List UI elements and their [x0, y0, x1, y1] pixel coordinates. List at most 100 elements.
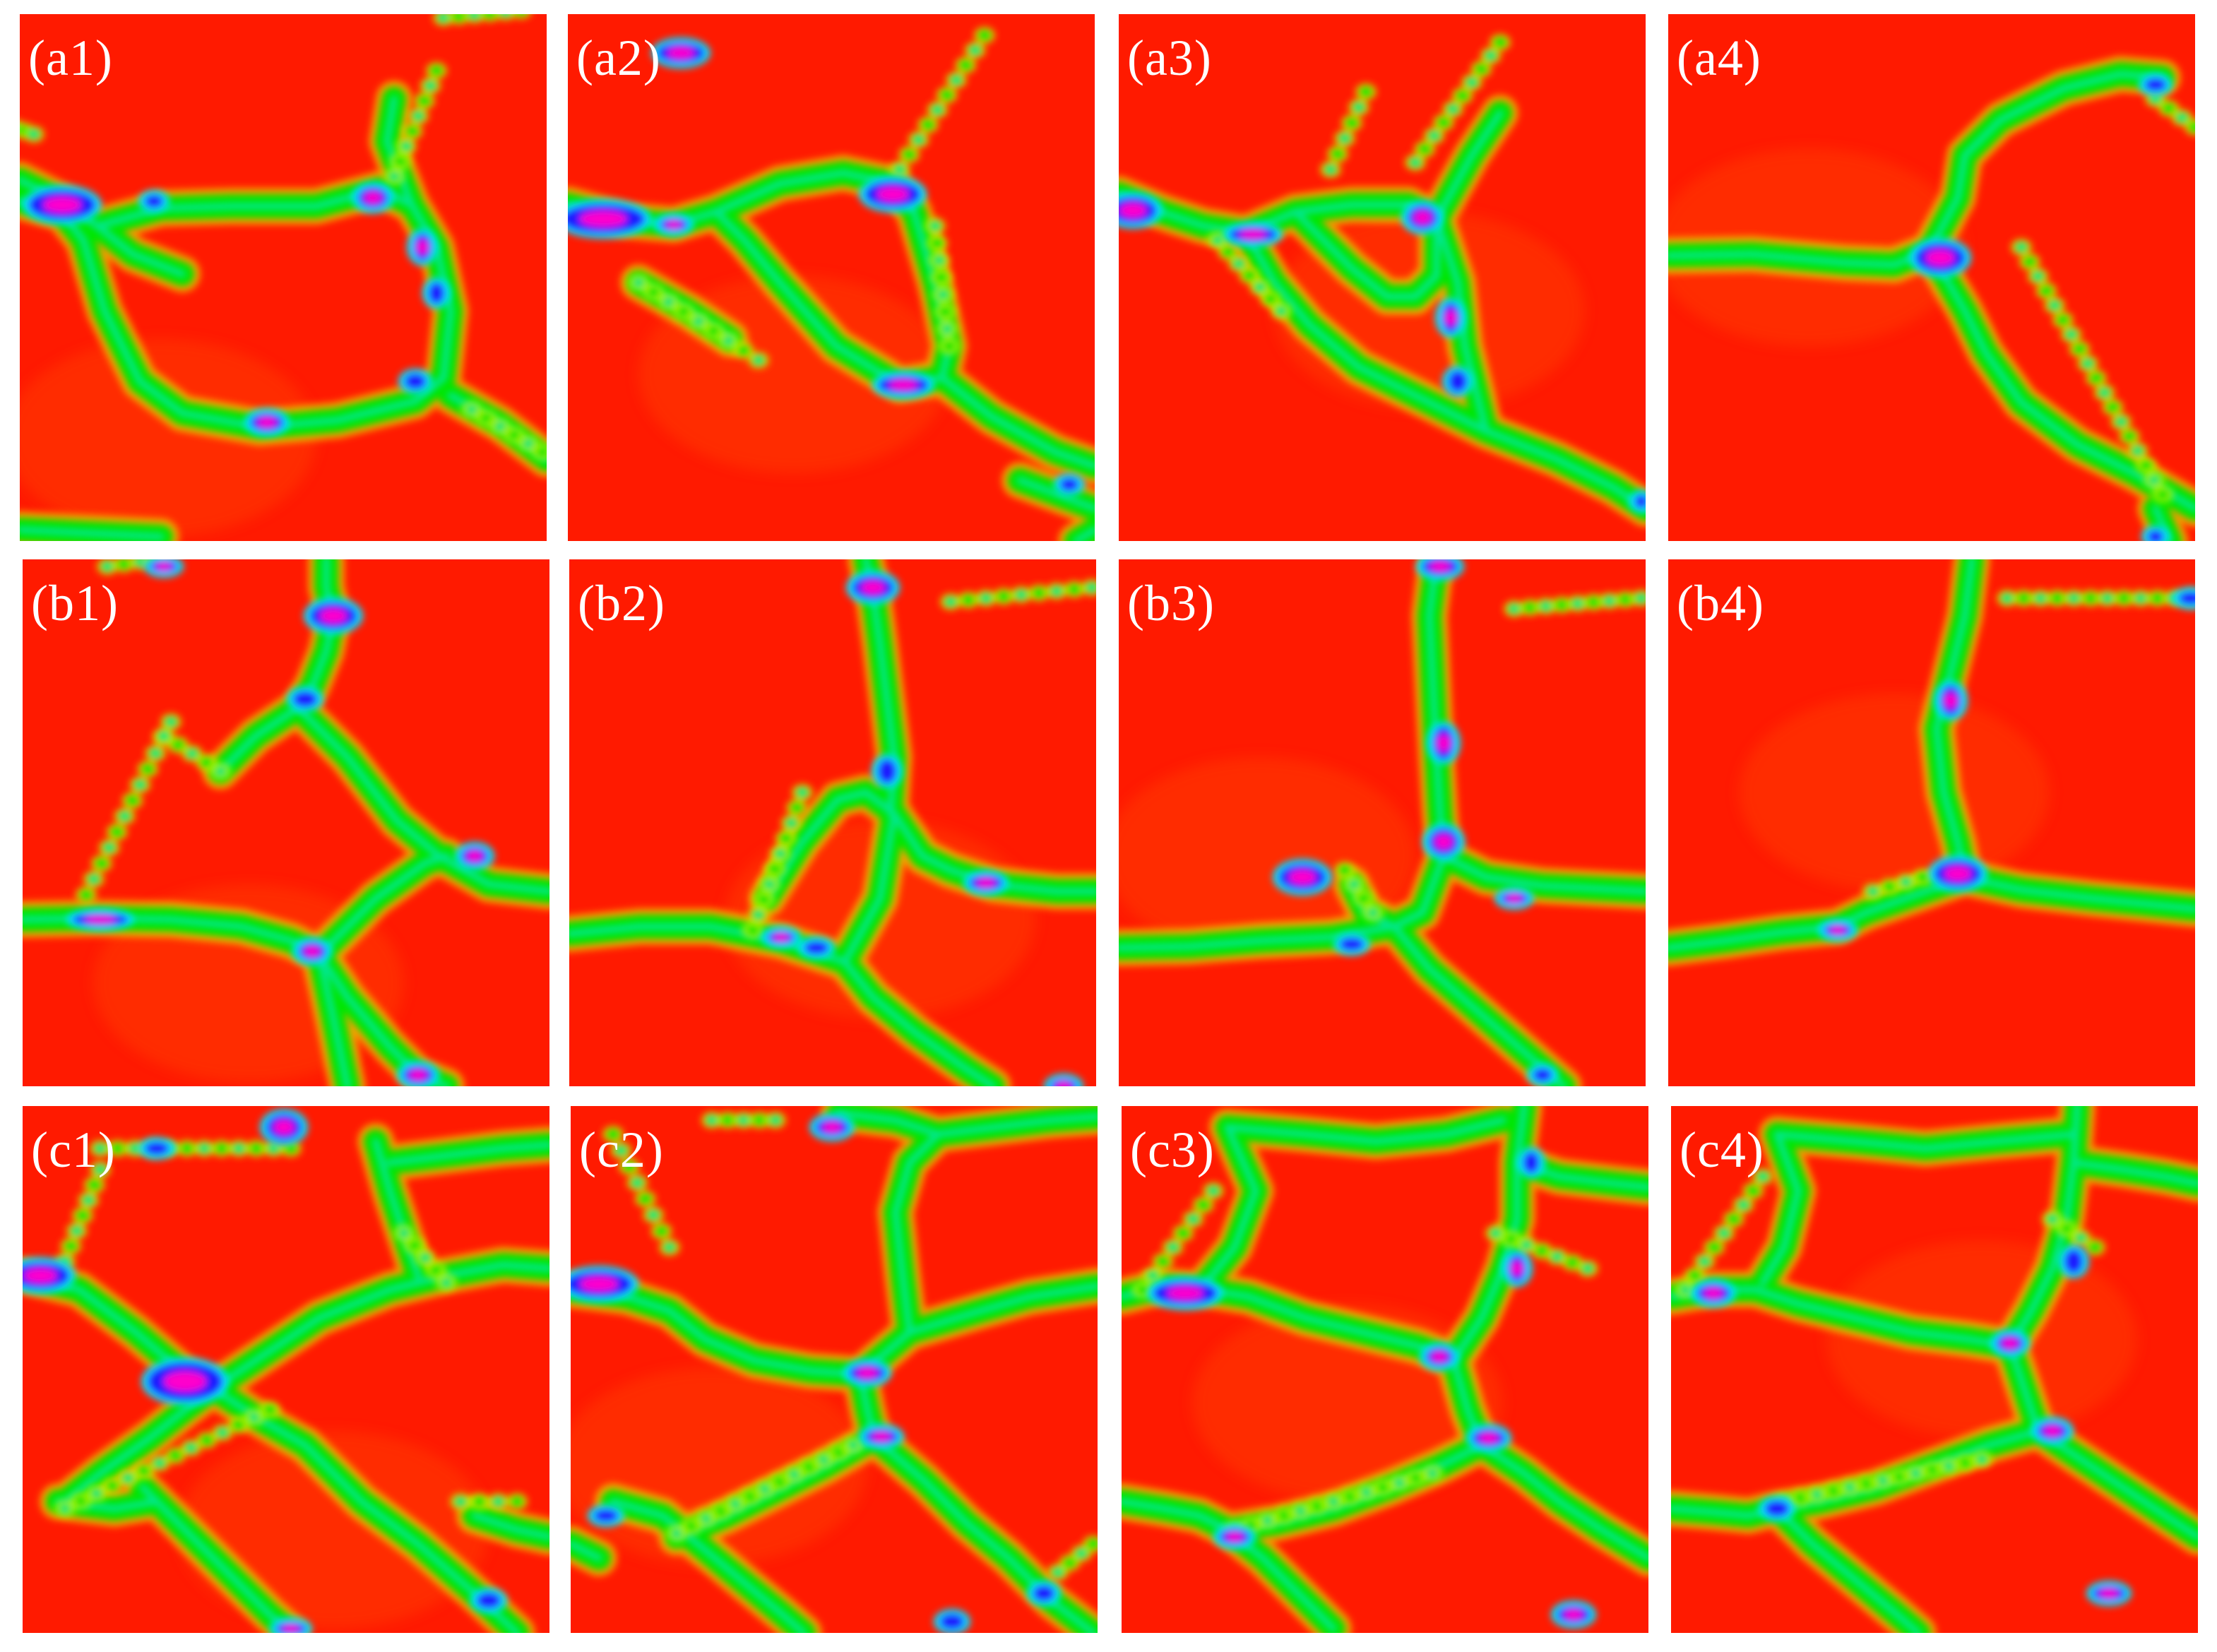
boundary-dot-core: [1469, 80, 1475, 85]
boundary-dot-core: [2138, 596, 2144, 600]
boundary-dot-core: [762, 1487, 768, 1492]
boundary-dot-core: [90, 876, 97, 881]
boundary-dot-core: [1814, 1492, 1820, 1497]
boundary-dot: [93, 857, 109, 870]
boundary-dot-core: [1430, 1471, 1435, 1475]
dotted-boundaries: [742, 579, 1096, 939]
boundary-dot: [73, 1494, 89, 1508]
junction-node: [404, 373, 427, 390]
dotted-boundaries: [76, 559, 231, 903]
junction-core: [23, 1268, 57, 1283]
boundary-dot: [1355, 892, 1372, 905]
junctions: [66, 559, 494, 1086]
boundary-dot: [2160, 102, 2177, 115]
boundary-dot: [1492, 36, 1508, 49]
junction-core: [1289, 870, 1316, 884]
junction-node: [804, 941, 829, 955]
grain-boundary: [372, 1138, 422, 1279]
boundary-dot: [1454, 89, 1470, 102]
boundary-dot: [198, 1434, 215, 1447]
boundary-dot-core: [773, 1118, 778, 1122]
junction-node: [292, 691, 318, 708]
boundary-dot-core: [236, 1146, 242, 1151]
boundary-dot-core: [458, 1499, 463, 1504]
panel-b3: (b3): [1119, 559, 1646, 1086]
boundary-dot-core: [915, 137, 922, 142]
boundary-dot: [1706, 1241, 1723, 1254]
dotted-boundaries: [20, 14, 547, 460]
boundary-layer: [1668, 71, 2195, 541]
boundary-dot: [1745, 1184, 1761, 1197]
junction-core: [1506, 895, 1522, 902]
boundary-dot-core: [618, 1148, 624, 1153]
panel-label: (a2): [576, 30, 661, 86]
boundary-dot: [506, 429, 522, 441]
junction-node: [144, 194, 164, 208]
junctions: [571, 1113, 1061, 1633]
grain-map: [569, 559, 1096, 1086]
boundary-dot: [2187, 121, 2195, 133]
grain-boundary: [841, 810, 898, 965]
boundary-dot-core: [755, 913, 761, 917]
boundary-dot-core: [218, 769, 223, 773]
boundary-dot: [605, 1128, 621, 1141]
boundary-dot-core: [201, 1146, 208, 1151]
boundary-dot-core: [2085, 361, 2091, 366]
boundary-dot-core: [2101, 390, 2108, 395]
junction-core: [2043, 1426, 2062, 1436]
boundary-dot: [63, 1240, 79, 1253]
boundary-dot: [1915, 871, 1930, 884]
grain-boundary: [1426, 559, 1447, 860]
junction-core: [1240, 230, 1266, 239]
boundary-dot: [514, 14, 528, 17]
dotted-boundaries: [1334, 590, 1646, 921]
boundary-dot: [392, 155, 408, 168]
junctions: [1909, 73, 2173, 541]
boundary-dot-core: [97, 1146, 103, 1151]
boundary-dot-core: [1487, 53, 1494, 58]
junction-node: [1634, 494, 1646, 509]
boundary-dot-core: [31, 132, 37, 136]
boundary-dot-core: [93, 1491, 100, 1496]
boundary-dot: [1263, 292, 1278, 306]
junction-core: [2099, 1589, 2119, 1598]
boundary-dot: [1330, 148, 1345, 160]
grain-boundary: [295, 704, 549, 895]
junction-core: [282, 1625, 300, 1632]
grain-boundary: [1203, 1124, 1259, 1286]
boundary-dot: [789, 801, 805, 814]
panel-a1: (a1): [20, 14, 547, 541]
boundary-dot: [428, 1264, 444, 1277]
boundary-dot: [977, 29, 992, 42]
boundary-dot-core: [948, 600, 953, 604]
junction-core: [1704, 1288, 1723, 1298]
panel-label: (a4): [1677, 30, 1761, 86]
boundary-dot-core: [427, 83, 434, 88]
boundary-dot-core: [1257, 285, 1263, 290]
boundary-dot-core: [667, 1245, 672, 1249]
junction-core: [666, 221, 682, 228]
boundary-dot: [1066, 583, 1082, 596]
dotted-boundaries: [602, 1112, 1098, 1581]
boundary-dot: [1135, 1283, 1151, 1296]
boundary-dot-core: [983, 596, 989, 600]
boundary-dot-core: [2151, 477, 2158, 482]
grain-boundary: [1773, 1505, 1922, 1633]
boundary-dot: [1155, 1255, 1171, 1268]
junction-core: [1944, 693, 1957, 708]
boundary-dot-core: [2153, 97, 2158, 101]
boundary-dot-core: [972, 48, 978, 53]
panel-c4: (c4): [1671, 1106, 2198, 1633]
boundary-dot-core: [1054, 589, 1059, 593]
junction-core: [580, 1277, 618, 1291]
dotted-boundaries: [1207, 34, 1511, 319]
junctions: [761, 571, 1083, 1086]
boundary-dot: [756, 893, 772, 906]
junction-core: [1564, 1610, 1583, 1620]
boundary-dot: [745, 924, 761, 937]
boundary-dot-core: [441, 16, 446, 20]
boundary-dot-core: [1979, 1457, 1985, 1461]
panel-a3: (a3): [1119, 14, 1646, 541]
grain-boundary: [1759, 1131, 1802, 1286]
